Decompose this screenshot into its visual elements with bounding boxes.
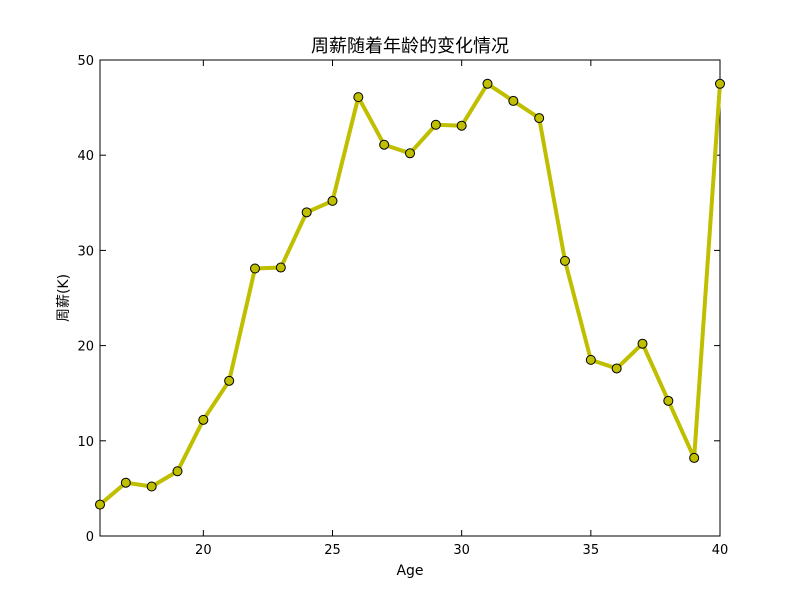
data-point: [353, 92, 364, 103]
data-point: [585, 354, 596, 365]
x-tick-label: 20: [195, 543, 212, 558]
data-point: [430, 119, 441, 130]
y-tick-label: 50: [77, 54, 94, 69]
data-point: [560, 255, 570, 266]
data-point: [224, 375, 235, 386]
x-axis-label: Age: [396, 563, 423, 579]
axis-tick-labels: 20 25 30 35 40 0 10 20 30 40 50: [77, 54, 728, 558]
data-point: [172, 466, 183, 477]
data-point: [327, 195, 338, 206]
data-point: [120, 477, 131, 488]
x-tick-label: 40: [712, 543, 729, 558]
y-tick-label: 30: [77, 244, 94, 259]
data-point: [611, 363, 622, 374]
data-point: [482, 78, 493, 89]
chart-title: 周薪随着年龄的变化情况: [311, 36, 509, 57]
y-axis-label: 周薪(K): [56, 274, 72, 322]
series-line: [98, 80, 722, 507]
y-tick-label: 0: [86, 530, 94, 545]
data-point: [250, 263, 260, 274]
data-point: [95, 499, 105, 510]
axis-ticks: [100, 59, 721, 537]
data-point: [508, 95, 519, 106]
y-tick-label: 40: [77, 149, 94, 164]
data-point: [405, 148, 415, 159]
data-point: [534, 113, 545, 124]
data-point: [379, 139, 390, 150]
data-point: [637, 338, 648, 349]
x-tick-label: 35: [583, 543, 600, 558]
data-point: [715, 78, 725, 89]
data-point: [456, 120, 467, 131]
x-tick-label: 30: [453, 543, 470, 558]
y-tick-label: 20: [77, 340, 94, 355]
data-point: [198, 414, 209, 425]
x-tick-label: 25: [324, 543, 341, 558]
y-tick-label: 10: [77, 435, 94, 450]
data-point: [301, 207, 312, 218]
data-point: [663, 395, 674, 406]
series-group: [95, 78, 725, 510]
data-point: [146, 481, 157, 492]
data-point: [275, 262, 286, 273]
plot-area: [99, 59, 721, 537]
data-point: [689, 452, 700, 463]
